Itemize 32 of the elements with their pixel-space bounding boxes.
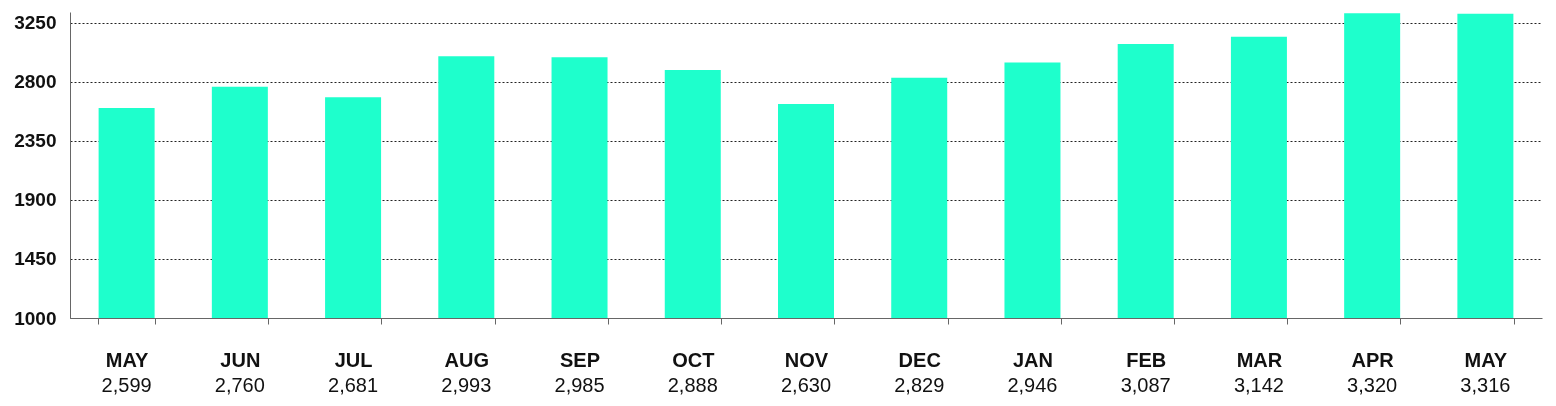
y-tick-label: 3250 [14,12,57,34]
x-tick-label: FEB [1126,348,1167,371]
y-tick-label: 2800 [14,71,57,93]
data-label: 3,320 [1347,374,1398,396]
data-label: 2,829 [894,374,945,396]
y-tick-label: 1450 [14,248,57,270]
x-tick-label: JUL [334,348,373,371]
data-label: 2,630 [780,374,832,396]
x-tick-label: JAN [1012,348,1053,371]
y-tick-label: 1900 [14,189,57,211]
data-label: 2,985 [554,374,605,396]
data-label: 2,599 [101,374,152,396]
x-tick-label: NOV [784,348,829,371]
x-tick-label: DEC [898,348,941,371]
data-label: 2,888 [667,374,718,396]
x-tick-label: APR [1351,348,1395,371]
data-label: 2,760 [214,374,265,396]
data-label: 3,316 [1460,374,1511,396]
y-tick-label: 2350 [14,130,57,152]
x-tick-label: MAY [1464,348,1508,371]
x-tick-label: AUG [444,348,490,371]
data-label: 2,946 [1007,374,1058,396]
data-label: 3,142 [1233,374,1284,396]
data-label: 2,681 [328,374,379,396]
x-tick-label: JUN [220,348,261,371]
x-tick-label: SEP [560,348,601,371]
y-tick-label: 1000 [14,307,57,329]
data-label: 2,993 [441,374,492,396]
x-tick-label: OCT [672,348,715,371]
data-label: 3,087 [1120,374,1171,396]
x-tick-label: MAY [105,348,150,371]
x-tick-label: MAR [1236,348,1283,371]
